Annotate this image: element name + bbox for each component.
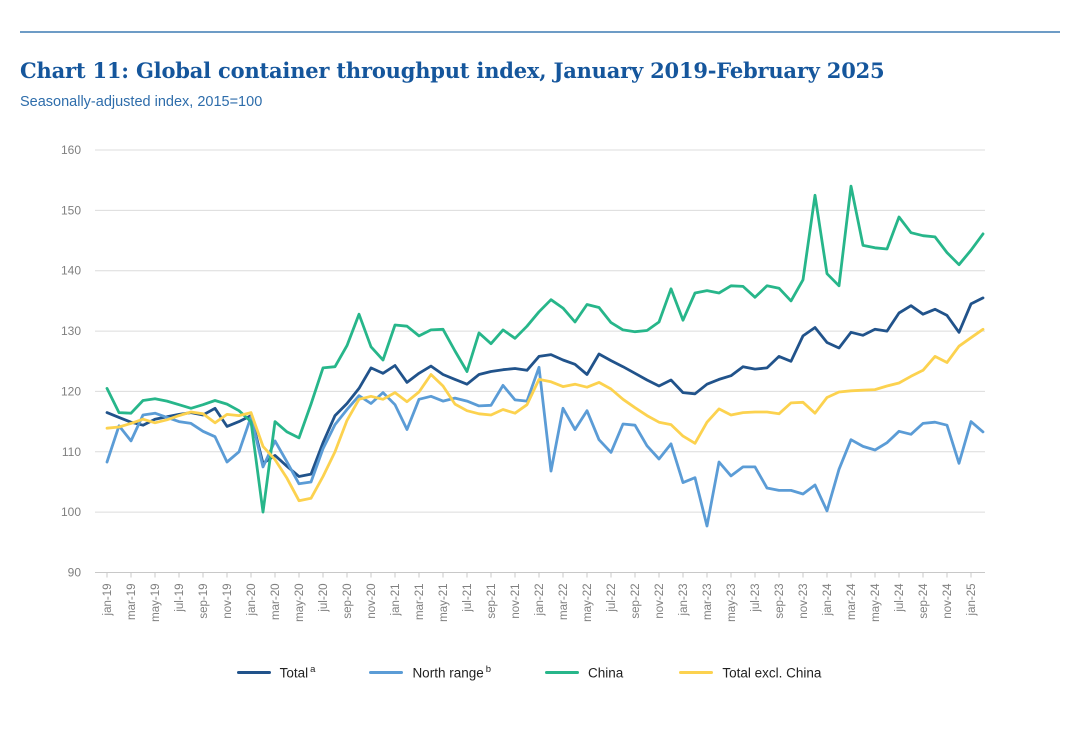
y-axis-label-110: 110 — [62, 445, 81, 459]
x-axis-label-mar-20: mar-20 — [270, 584, 282, 620]
y-axis-label-100: 100 — [61, 505, 81, 519]
legend-item-north-range: North range b — [369, 664, 491, 681]
x-axis-label-jan-25: jan-25 — [966, 584, 978, 617]
legend-label-total-excl-china: Total excl. China — [722, 665, 822, 681]
x-axis-label-mar-21: mar-21 — [414, 584, 426, 620]
x-axis-label-sep-21: sep-21 — [486, 584, 498, 619]
x-axis-label-jan-23: jan-23 — [678, 584, 690, 617]
x-axis-label-sep-22: sep-22 — [630, 584, 642, 619]
header-rule — [20, 31, 1060, 33]
y-axis-label-120: 120 — [61, 384, 81, 398]
series-line-china — [105, 184, 985, 514]
x-axis-label-sep-19: sep-19 — [198, 584, 210, 619]
legend-label-china: China — [588, 665, 624, 681]
y-axis-label-90: 90 — [68, 566, 82, 580]
y-axis-label-140: 140 — [61, 264, 81, 278]
legend-item-total-excl-china: Total excl. China — [679, 664, 823, 681]
x-axis-label-jan-22: jan-22 — [534, 584, 546, 617]
total-excl-china-line-swatch — [679, 670, 714, 674]
x-axis-label-may-19: may-19 — [150, 584, 162, 622]
x-axis-label-may-21: may-21 — [438, 584, 450, 622]
y-axis-label-130: 130 — [61, 324, 81, 338]
x-axis-label-may-24: may-24 — [870, 583, 882, 622]
total-line-swatch — [236, 670, 271, 674]
chart-subtitle: Seasonally-adjusted index, 2015=100 — [20, 93, 263, 110]
y-axis-label-160: 160 — [61, 143, 81, 157]
x-axis-label-may-20: may-20 — [294, 584, 306, 622]
x-axis-label-mar-23: mar-23 — [702, 584, 714, 620]
legend-item-total: Total a — [236, 664, 316, 681]
x-axis-label-nov-21: nov-21 — [510, 584, 522, 619]
x-axis-label-jul-23: jul-23 — [750, 584, 762, 613]
x-axis-label-nov-22: nov-22 — [654, 584, 666, 619]
x-axis-label-sep-23: sep-23 — [774, 584, 786, 619]
x-axis-label-jul-22: jul-22 — [606, 584, 618, 613]
x-axis-label-jan-24: jan-24 — [822, 583, 834, 617]
x-axis-label-jan-20: jan-20 — [246, 584, 258, 617]
x-axis-label-jan-21: jan-21 — [390, 584, 402, 617]
legend-label-north-range: North range b — [412, 664, 492, 681]
x-axis-label-nov-24: nov-24 — [942, 583, 954, 619]
x-axis-label-nov-23: nov-23 — [798, 584, 810, 619]
x-axis-label-may-23: may-23 — [726, 584, 738, 622]
series-line-total-excl-china — [105, 327, 985, 503]
x-axis-label-jul-21: jul-21 — [462, 584, 474, 613]
x-axis-label-mar-22: mar-22 — [558, 584, 570, 620]
north-range-line-swatch — [369, 670, 404, 674]
chart-legend: Total a North range b China Total excl. Ch… — [0, 664, 1060, 681]
x-axis-label-mar-24: mar-24 — [846, 583, 858, 620]
y-axis-label-150: 150 — [61, 203, 81, 217]
china-line-swatch — [545, 670, 580, 674]
page-title: Chart 11: Global container throughput in… — [20, 58, 885, 84]
series-line-north-range — [105, 365, 985, 528]
x-axis-label-mar-19: mar-19 — [126, 584, 138, 620]
x-axis-label-jan-19: jan-19 — [102, 584, 114, 617]
x-axis-label-jul-24: jul-24 — [894, 583, 906, 613]
legend-label-total: Total a — [279, 664, 316, 681]
x-axis-label-jul-20: jul-20 — [318, 584, 330, 613]
x-axis-label-jul-19: jul-19 — [174, 584, 186, 613]
x-axis-label-sep-20: sep-20 — [342, 584, 354, 619]
legend-item-china: China — [545, 664, 625, 681]
x-axis-label-may-22: may-22 — [582, 584, 594, 622]
x-axis-label-nov-19: nov-19 — [222, 584, 234, 619]
x-axis-label-sep-24: sep-24 — [918, 583, 930, 619]
x-axis-label-nov-20: nov-20 — [366, 584, 378, 619]
